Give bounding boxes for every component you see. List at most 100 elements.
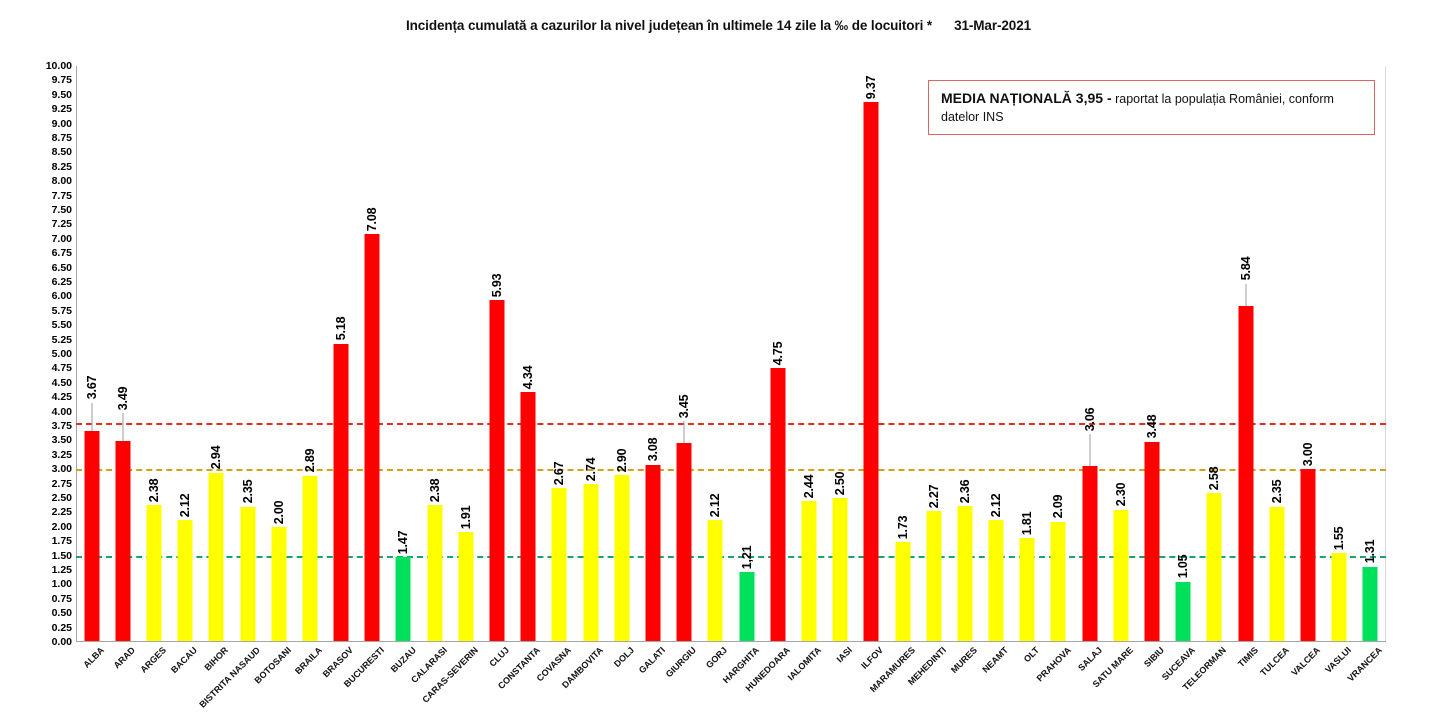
bar-group[interactable]: 5.93 [481, 66, 512, 642]
bar[interactable] [1269, 506, 1285, 642]
bar-group[interactable]: 4.34 [513, 66, 544, 642]
bar[interactable] [1300, 469, 1316, 642]
bar-value-label: 4.34 [521, 365, 536, 390]
bar-value-label: 3.08 [646, 438, 661, 462]
bar[interactable] [551, 488, 567, 642]
bar-group[interactable]: 5.84 [1230, 66, 1261, 642]
bar[interactable] [271, 526, 287, 642]
bar-group[interactable]: 2.12 [700, 66, 731, 642]
y-tick-label: 3.75 [51, 420, 72, 432]
bar[interactable] [583, 484, 599, 642]
bar[interactable] [146, 504, 162, 642]
bar[interactable] [302, 475, 318, 642]
bar-value-label: 2.94 [209, 446, 224, 470]
bar-group[interactable]: 2.67 [544, 66, 575, 642]
bar-group[interactable]: 3.45 [669, 66, 700, 642]
bar-group[interactable]: 1.73 [887, 66, 918, 642]
bar[interactable] [1082, 465, 1098, 642]
bar[interactable] [1206, 493, 1222, 642]
bar-group[interactable]: 2.38 [138, 66, 169, 642]
bar-group[interactable]: 2.50 [825, 66, 856, 642]
bar-value-label: 2.90 [614, 448, 629, 472]
y-tick-label: 0.50 [51, 607, 72, 620]
bar-group[interactable]: 2.27 [918, 66, 949, 642]
bar[interactable] [395, 557, 411, 642]
x-tick-label: BUZAU [388, 645, 418, 675]
bar[interactable] [208, 472, 224, 642]
bar-group[interactable]: 2.00 [263, 66, 294, 642]
bar-group[interactable]: 2.35 [1261, 66, 1292, 642]
bar-group[interactable]: 2.09 [1043, 66, 1074, 642]
bar[interactable] [520, 392, 536, 642]
bar[interactable] [895, 542, 911, 642]
title-date: 31-Mar-2021 [954, 18, 1032, 33]
bar[interactable] [177, 519, 193, 642]
bar-group[interactable]: 1.31 [1355, 66, 1386, 642]
bar[interactable] [115, 440, 131, 642]
bar-value-label: 2.35 [240, 480, 255, 504]
x-tick-label: TIMIS [1235, 645, 1260, 670]
bar-group[interactable]: 4.75 [762, 66, 793, 642]
bar[interactable] [1238, 305, 1254, 642]
bar-group[interactable]: 2.38 [419, 66, 450, 642]
bar[interactable] [1019, 537, 1035, 642]
bar-group[interactable]: 3.67 [76, 66, 107, 642]
bar[interactable] [645, 464, 661, 642]
bar[interactable] [957, 506, 973, 642]
bar[interactable] [489, 300, 505, 642]
bar-group[interactable]: 2.94 [201, 66, 232, 642]
y-tick-label: 5.50 [51, 319, 72, 332]
bar-group[interactable]: 1.05 [1168, 66, 1199, 642]
bar-group[interactable]: 2.74 [575, 66, 606, 642]
bar[interactable] [832, 498, 848, 642]
bar-group[interactable]: 2.58 [1199, 66, 1230, 642]
bar-group[interactable]: 2.12 [981, 66, 1012, 642]
bar-group[interactable]: 3.49 [107, 66, 138, 642]
bar-group[interactable]: 2.89 [294, 66, 325, 642]
bar[interactable] [1331, 552, 1347, 642]
bar[interactable] [240, 506, 256, 642]
bar[interactable] [614, 474, 630, 642]
bar[interactable] [1144, 441, 1160, 642]
bar-group[interactable]: 9.37 [856, 66, 887, 642]
y-tick-label: 8.25 [51, 160, 72, 173]
bar[interactable] [1050, 521, 1066, 642]
bar-value-label: 5.93 [490, 273, 505, 298]
bar[interactable] [801, 501, 817, 642]
bar[interactable] [926, 511, 942, 642]
y-tick-label: 5.75 [51, 304, 72, 317]
bar-group[interactable]: 1.47 [388, 66, 419, 642]
bar-group[interactable]: 1,21 [731, 66, 762, 642]
bar-group[interactable]: 3.06 [1074, 66, 1105, 642]
bar-group[interactable]: 2.36 [949, 66, 980, 642]
bar[interactable] [770, 368, 786, 642]
bar[interactable] [739, 572, 755, 642]
bar-group[interactable]: 2.44 [793, 66, 824, 642]
bar[interactable] [333, 343, 349, 642]
bar-group[interactable]: 2.30 [1105, 66, 1136, 642]
bar[interactable] [1113, 509, 1129, 642]
bar-group[interactable]: 1.55 [1324, 66, 1355, 642]
bar[interactable] [458, 531, 474, 642]
page-title: Incidența cumulată a cazurilor la nivel … [0, 18, 1437, 33]
bar-group[interactable]: 1.81 [1012, 66, 1043, 642]
bar-group[interactable]: 2.90 [606, 66, 637, 642]
bar[interactable] [1175, 581, 1191, 642]
bar-group[interactable]: 7.08 [357, 66, 388, 642]
bar[interactable] [84, 430, 100, 642]
bar-group[interactable]: 5.18 [326, 66, 357, 642]
bar[interactable] [863, 102, 879, 642]
x-tick-label: CARAS-SEVERIN [420, 645, 480, 705]
bar-group[interactable]: 3.48 [1136, 66, 1167, 642]
bar[interactable] [707, 519, 723, 642]
bar-group[interactable]: 2.35 [232, 66, 263, 642]
bar[interactable] [676, 443, 692, 642]
bar[interactable] [1362, 566, 1378, 642]
bar-group[interactable]: 2.12 [170, 66, 201, 642]
bar[interactable] [988, 519, 1004, 642]
bar[interactable] [364, 234, 380, 642]
bar-group[interactable]: 3.08 [637, 66, 668, 642]
bar-group[interactable]: 3.00 [1292, 66, 1323, 642]
bar[interactable] [427, 504, 443, 642]
bar-group[interactable]: 1.91 [450, 66, 481, 642]
